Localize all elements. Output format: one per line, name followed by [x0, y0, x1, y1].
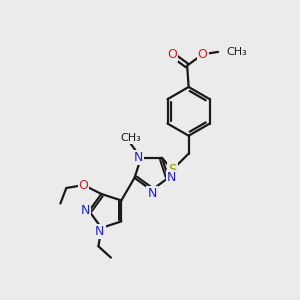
Text: S: S [168, 163, 177, 177]
Text: N: N [95, 225, 105, 238]
Text: N: N [81, 204, 90, 218]
Text: O: O [167, 48, 177, 61]
Text: O: O [79, 178, 88, 192]
Text: N: N [167, 171, 176, 184]
Text: O: O [198, 48, 208, 61]
Text: N: N [134, 151, 143, 164]
Text: N: N [147, 187, 157, 200]
Text: CH₃: CH₃ [120, 133, 141, 143]
Text: CH₃: CH₃ [226, 47, 247, 57]
